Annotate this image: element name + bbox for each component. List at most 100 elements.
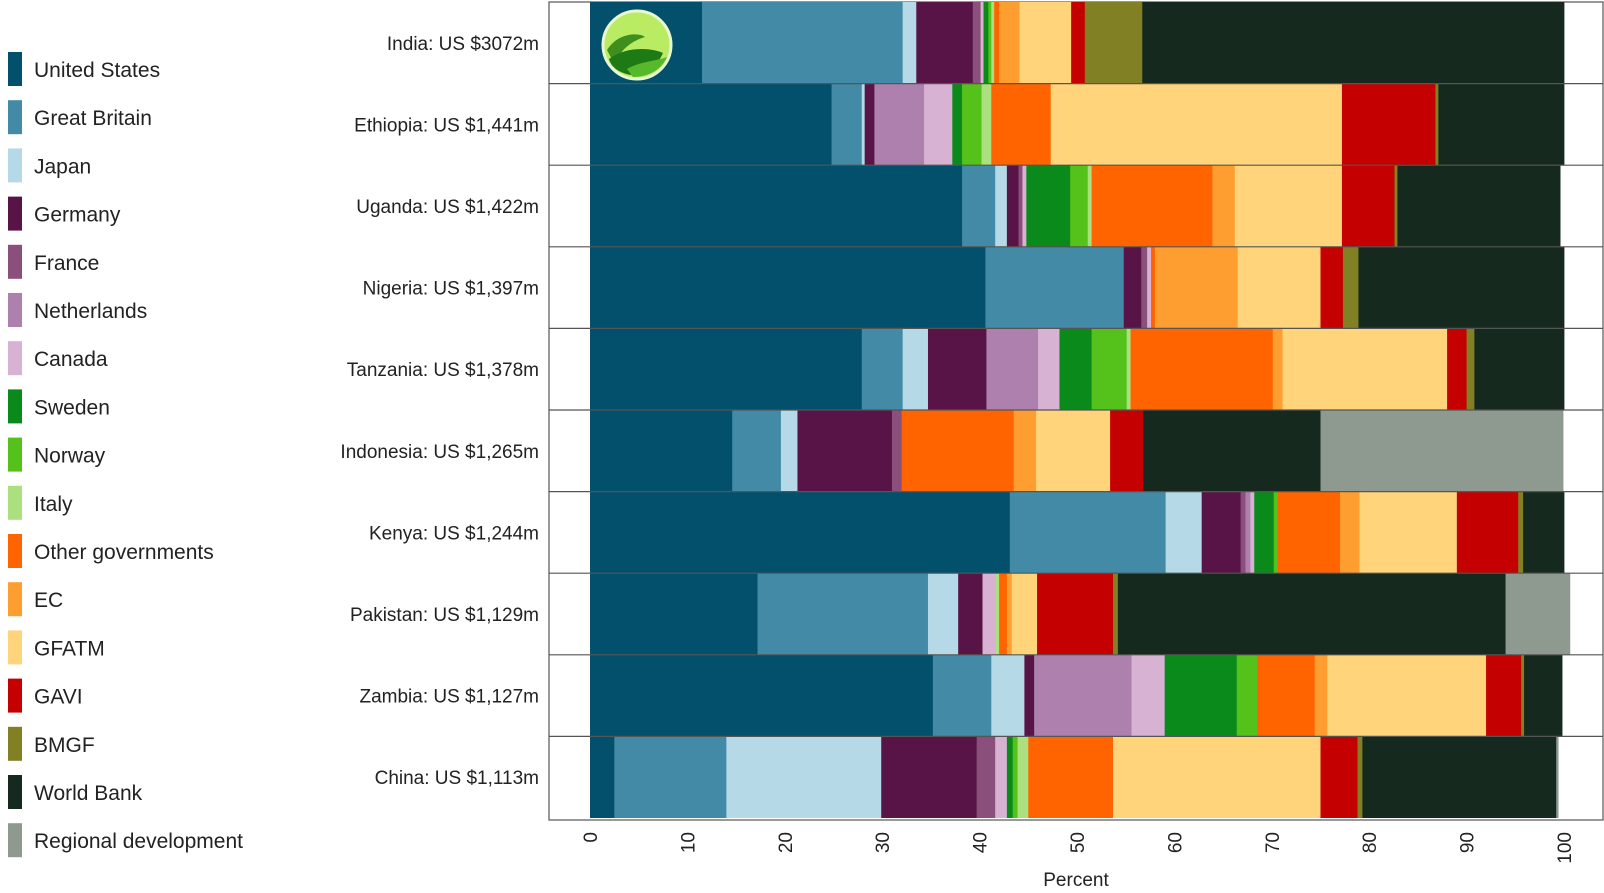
bar-segment-world-bank	[1143, 410, 1321, 492]
bar-segment-world-bank	[1524, 654, 1563, 737]
bar-segment-united-states	[590, 573, 758, 655]
bar-segment-germany	[916, 2, 974, 84]
bar-segment-ec	[1212, 165, 1236, 247]
category-label: China: US $1,113m	[375, 768, 539, 789]
legend-item-germany: Germany	[8, 196, 121, 231]
bar-segment-ec	[1006, 573, 1013, 655]
bar-segment-japan	[995, 165, 1008, 247]
bar-segment-gfatm	[1050, 83, 1343, 166]
bar-segment-great-britain	[932, 654, 992, 737]
bar-row-uganda	[590, 165, 1561, 247]
bar-segment-france	[972, 2, 981, 84]
bar-segment-other-governments	[1151, 246, 1156, 329]
bar-segment-sweden	[1059, 328, 1093, 410]
bar-segment-france	[976, 736, 996, 818]
bar-segment-bmgf	[1435, 83, 1439, 166]
bar-segment-great-britain	[702, 2, 904, 84]
legend-item-bmgf: BMGF	[8, 726, 95, 761]
legend-item-great-britain: Great Britain	[8, 100, 152, 135]
bar-segment-gavi	[1341, 83, 1436, 166]
legend-item-united-states: United States	[8, 52, 160, 86]
category-label: Ethiopia: US $1,441m	[354, 115, 539, 136]
legend-item-italy: Italy	[8, 485, 73, 520]
bar-segment-sweden	[952, 83, 963, 166]
legend-swatch	[8, 726, 22, 761]
bar-segment-world-bank	[1438, 83, 1565, 166]
legend-label: United States	[34, 59, 160, 82]
legend-label: Norway	[34, 445, 106, 468]
bar-segment-gfatm	[1011, 573, 1038, 655]
bar-segment-other-governments	[1091, 165, 1213, 247]
legend-swatch	[8, 100, 22, 135]
bar-segment-other-governments	[1277, 491, 1341, 574]
bar-segment-japan	[991, 654, 1025, 737]
bar-segment-ec	[1339, 491, 1360, 574]
bar-segment-germany	[1024, 654, 1035, 737]
legend-item-netherlands: Netherlands	[8, 293, 147, 327]
bar-segment-netherlands	[1245, 491, 1251, 574]
bar-segment-great-britain	[732, 410, 782, 492]
bar-segment-norway	[988, 2, 992, 84]
bar-segment-gfatm	[1036, 410, 1111, 492]
bar-segment-norway	[1070, 165, 1089, 247]
legend-swatch	[8, 389, 22, 424]
bar-segment-gavi	[1456, 491, 1519, 574]
bar-segment-japan	[780, 410, 798, 492]
row-dividers	[549, 82, 1603, 738]
bar-segment-gavi	[1037, 573, 1114, 655]
legend-label: GFATM	[34, 637, 105, 660]
chart-legend: United States Great Britain Japan Germany Fr…	[8, 52, 243, 858]
legend-label: Japan	[34, 155, 91, 178]
bar-segment-united-states	[590, 328, 863, 410]
bar-segment-great-britain	[757, 573, 929, 655]
bar-segment-ec	[1154, 246, 1239, 329]
bar-segment-sweden	[1164, 654, 1238, 737]
bar-segment-canada	[980, 2, 984, 84]
bar-row-tanzania	[590, 328, 1565, 410]
bar-segment-united-states	[590, 654, 934, 737]
bar-row-india	[590, 2, 1565, 84]
bar-segment-norway	[1012, 736, 1018, 818]
bar-segment-gavi	[1486, 654, 1522, 737]
legend-item-japan: Japan	[8, 148, 91, 183]
bar-segment-japan	[861, 83, 866, 166]
bar-segment-ec	[999, 2, 1020, 84]
legend-item-ec: EC	[8, 582, 63, 617]
bar-segment-great-britain	[614, 736, 727, 818]
legend-swatch	[8, 582, 22, 617]
bar-segment-great-britain	[861, 328, 904, 410]
bar-segment-gfatm	[1113, 736, 1321, 818]
legend-label: World Bank	[34, 782, 143, 805]
bar-segment-norway	[1273, 491, 1279, 574]
bar-segment-world-bank	[1362, 736, 1557, 818]
legend-item-other-governments: Other governments	[8, 534, 214, 568]
bar-segment-italy	[995, 573, 1000, 655]
legend-label: Italy	[34, 493, 73, 516]
bar-segment-gfatm	[1359, 491, 1458, 574]
x-tick-label: 100	[1555, 832, 1576, 864]
bar-row-kenya	[590, 491, 1565, 574]
x-tick-label: 60	[1165, 832, 1186, 853]
bar-segment-germany	[927, 328, 987, 410]
legend-label: Other governments	[34, 541, 214, 564]
bar-segment-germany	[864, 83, 875, 166]
bar-segment-united-states	[590, 246, 986, 329]
bar-segment-ec	[1013, 410, 1037, 492]
category-labels: India: US $3072m Ethiopia: US $1,441m Ugan…	[340, 34, 539, 789]
bar-segment-canada	[982, 573, 996, 655]
leaf-logo	[601, 9, 673, 81]
bar-segment-bmgf	[1466, 328, 1475, 410]
bar-segment-other-governments	[1257, 654, 1316, 737]
legend-swatch	[8, 293, 22, 327]
bar-segment-united-states	[590, 410, 733, 492]
bar-segment-other-governments	[1130, 328, 1274, 410]
bar-segment-regional-development	[1320, 410, 1564, 492]
bar-segment-ec	[1314, 654, 1328, 737]
bar-segment-world-bank	[1358, 246, 1565, 329]
bar-segment-canada	[1131, 654, 1166, 737]
bar-segment-france	[1240, 491, 1246, 574]
bar-segment-great-britain	[1009, 491, 1167, 574]
bar-segment-japan	[726, 736, 882, 818]
legend-item-sweden: Sweden	[8, 389, 110, 424]
bar-segment-gavi	[1320, 736, 1358, 818]
